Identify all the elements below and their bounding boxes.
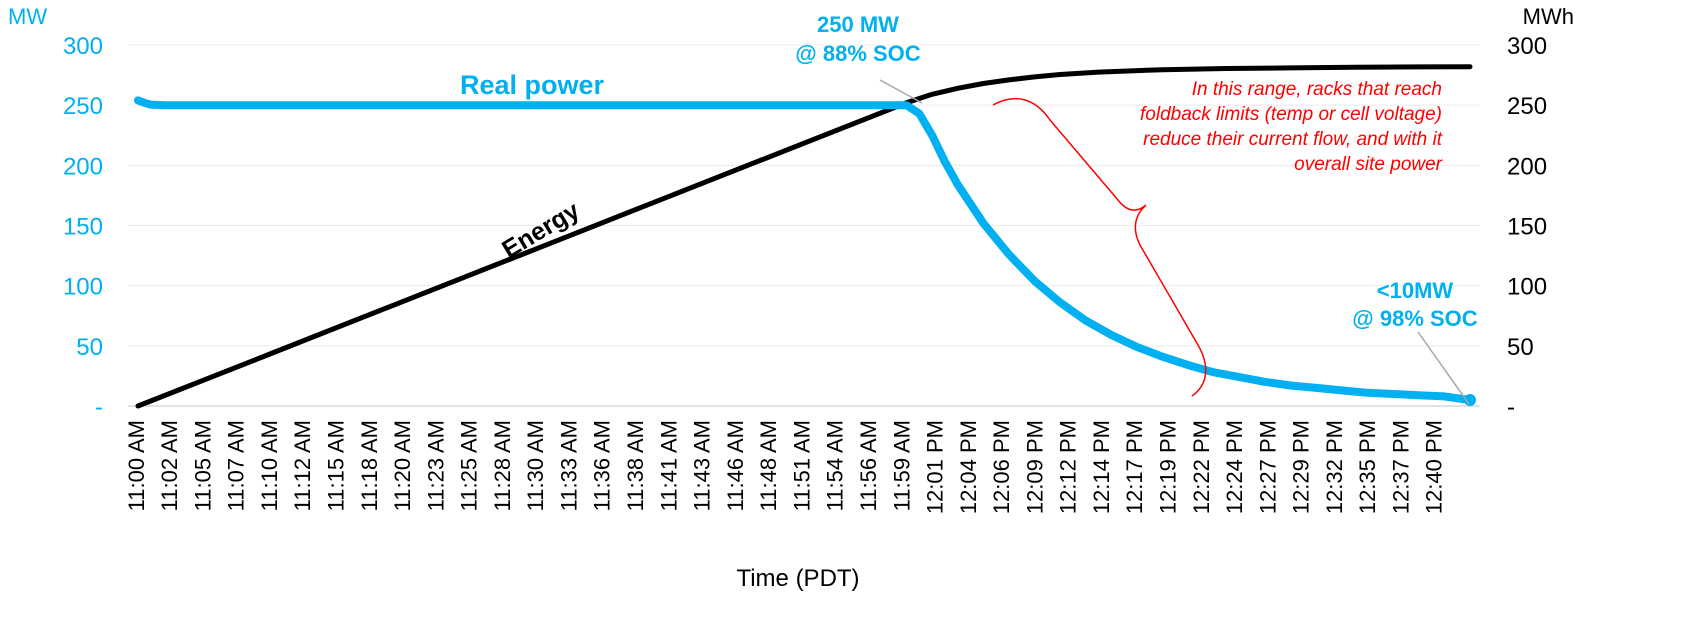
end-callout-line1: <10MW bbox=[1377, 278, 1454, 303]
x-tick-label: 11:05 AM bbox=[190, 420, 215, 511]
x-tick-label: 12:35 PM bbox=[1355, 420, 1380, 514]
x-tick-label: 12:04 PM bbox=[956, 420, 981, 514]
x-tick-label: 12:24 PM bbox=[1222, 420, 1247, 514]
series-line-energy bbox=[135, 64, 1473, 409]
foldback-note-line3: reduce their current flow, and with it bbox=[1143, 129, 1443, 150]
y-right-tick-label: 150 bbox=[1507, 214, 1547, 241]
x-tick-label: 11:41 AM bbox=[656, 420, 681, 511]
x-tick-label: 11:30 AM bbox=[523, 420, 548, 511]
series-label-energy: Energy bbox=[497, 196, 584, 264]
x-tick-label: 12:29 PM bbox=[1289, 420, 1314, 514]
x-tick-label: 11:00 AM bbox=[124, 420, 149, 511]
y-right-tick-label: 100 bbox=[1507, 274, 1547, 301]
x-tick-label: 11:38 AM bbox=[623, 420, 648, 511]
y-axis-left-unit: MW bbox=[8, 4, 47, 29]
y-right-tick-label: - bbox=[1507, 394, 1515, 421]
x-axis-ticks: 11:00 AM 11:02 AM 11:05 AM 11:07 AM 11:10 AM… bbox=[124, 420, 1447, 514]
x-tick-label: 12:01 PM bbox=[923, 420, 948, 514]
x-tick-label: 11:07 AM bbox=[224, 420, 249, 511]
y-left-tick-label: 250 bbox=[63, 93, 103, 120]
foldback-range-brace bbox=[992, 97, 1207, 397]
x-tick-label: 11:43 AM bbox=[690, 420, 715, 511]
y-right-tick-label: 200 bbox=[1507, 153, 1547, 180]
x-tick-label: 12:27 PM bbox=[1255, 420, 1280, 514]
foldback-note-line1: In this range, racks that reach bbox=[1192, 79, 1442, 100]
x-tick-label: 11:15 AM bbox=[323, 420, 348, 511]
x-tick-label: 11:59 AM bbox=[889, 420, 914, 511]
x-tick-label: 12:22 PM bbox=[1189, 420, 1214, 514]
y-left-tick-label: - bbox=[95, 394, 103, 421]
x-tick-label: 11:48 AM bbox=[756, 420, 781, 511]
y-left-tick-label: 200 bbox=[63, 153, 103, 180]
y-left-tick-label: 150 bbox=[63, 214, 103, 241]
peak-callout-leader bbox=[879, 79, 923, 104]
y-axis-left-ticks: - 50 100 150 200 250 300 bbox=[63, 33, 103, 421]
x-tick-label: 11:33 AM bbox=[556, 420, 581, 511]
y-left-tick-label: 100 bbox=[63, 274, 103, 301]
x-tick-label: 12:12 PM bbox=[1056, 420, 1081, 514]
foldback-note-line4: overall site power bbox=[1294, 154, 1443, 175]
x-tick-label: 12:37 PM bbox=[1388, 420, 1413, 514]
x-tick-label: 11:54 AM bbox=[823, 420, 848, 511]
x-tick-label: 11:36 AM bbox=[590, 420, 615, 511]
peak-callout-line1: 250 MW bbox=[817, 12, 899, 37]
x-tick-label: 12:14 PM bbox=[1089, 420, 1114, 514]
x-tick-label: 11:28 AM bbox=[490, 420, 515, 511]
x-tick-label: 11:02 AM bbox=[157, 420, 182, 511]
end-callout-line2: @ 98% SOC bbox=[1352, 306, 1477, 331]
x-tick-label: 12:17 PM bbox=[1122, 420, 1147, 514]
x-tick-label: 12:06 PM bbox=[989, 420, 1014, 514]
x-tick-label: 11:18 AM bbox=[357, 420, 382, 511]
x-tick-label: 11:12 AM bbox=[290, 420, 315, 511]
x-tick-label: 12:40 PM bbox=[1422, 420, 1447, 514]
x-tick-label: 11:10 AM bbox=[257, 420, 282, 511]
y-left-tick-label: 300 bbox=[63, 33, 103, 60]
y-right-tick-label: 300 bbox=[1507, 33, 1547, 60]
series-label-real-power: Real power bbox=[460, 70, 605, 100]
y-left-tick-label: 50 bbox=[76, 334, 103, 361]
x-tick-label: 11:20 AM bbox=[390, 420, 415, 511]
y-right-tick-label: 50 bbox=[1507, 334, 1534, 361]
x-tick-label: 11:51 AM bbox=[789, 420, 814, 511]
foldback-note-line2: foldback limits (temp or cell voltage) bbox=[1140, 104, 1442, 125]
x-tick-label: 12:09 PM bbox=[1022, 420, 1047, 514]
x-tick-label: 11:23 AM bbox=[423, 420, 448, 511]
y-axis-right-unit: MWh bbox=[1523, 4, 1574, 29]
y-right-tick-label: 250 bbox=[1507, 93, 1547, 120]
x-tick-label: 11:46 AM bbox=[723, 420, 748, 511]
x-tick-label: 11:25 AM bbox=[457, 420, 482, 511]
x-axis-title: Time (PDT) bbox=[736, 565, 859, 592]
series-line-real-power bbox=[134, 96, 1474, 404]
series-end-marker-real-power bbox=[1464, 393, 1476, 406]
x-tick-label: 11:56 AM bbox=[856, 420, 881, 511]
end-callout-leader bbox=[1417, 331, 1470, 405]
x-tick-label: 12:19 PM bbox=[1155, 420, 1180, 514]
peak-callout-line2: @ 88% SOC bbox=[795, 41, 920, 66]
y-axis-right-ticks: - 50 100 150 200 250 300 bbox=[1507, 33, 1547, 421]
x-tick-label: 12:32 PM bbox=[1322, 420, 1347, 514]
